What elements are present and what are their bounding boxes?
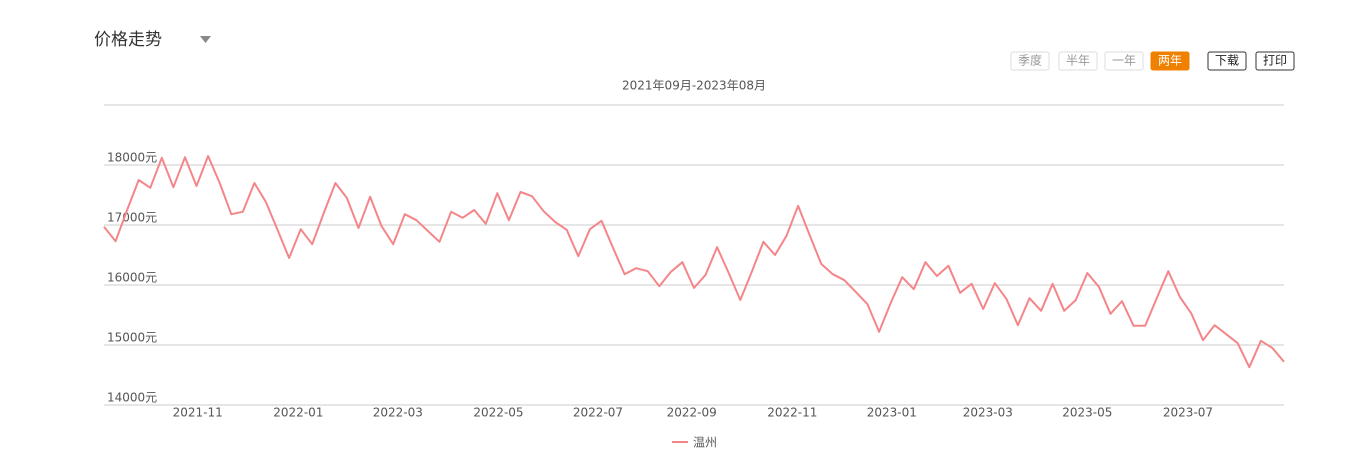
range-button[interactable] [1058, 51, 1098, 71]
series-line [103, 155, 1285, 369]
x-tick-label: 2023-07 [1163, 406, 1213, 420]
range-button-label[interactable]: 季度 [1018, 53, 1042, 68]
y-tick-label: 17000元 [107, 211, 157, 225]
x-tick-label: 2022-03 [373, 406, 423, 420]
dropdown-arrow[interactable] [200, 36, 211, 43]
action-button[interactable] [1255, 51, 1295, 71]
y-tick-label: 18000元 [107, 151, 157, 165]
action-button-label[interactable]: 打印 [1263, 54, 1287, 68]
range-button[interactable] [1010, 51, 1050, 71]
x-tick-label: 2022-05 [473, 406, 523, 420]
action-button[interactable] [1207, 51, 1247, 71]
range-button[interactable] [1104, 51, 1144, 71]
x-tick-label: 2022-11 [767, 406, 817, 420]
x-tick-label: 2023-05 [1062, 406, 1112, 420]
range-button-label[interactable]: 半年 [1066, 54, 1090, 68]
chart-title: 2021年09月-2023年08月 [622, 79, 766, 93]
x-tick-label: 2023-01 [867, 406, 917, 420]
x-tick-label: 2022-01 [273, 406, 323, 420]
range-button-label[interactable]: 一年 [1112, 54, 1136, 68]
x-tick-label: 2022-07 [573, 406, 623, 420]
x-tick-label: 2021-11 [173, 406, 223, 420]
x-tick-label: 2022-09 [667, 406, 717, 420]
range-button-label[interactable]: 两年 [1158, 54, 1182, 68]
y-tick-label: 16000元 [107, 271, 157, 285]
y-tick-label: 15000元 [107, 331, 157, 345]
legend-label: 温州 [693, 436, 717, 450]
x-tick-label: 2023-03 [963, 406, 1013, 420]
page-title: 价格走势 [94, 30, 162, 50]
y-tick-label: 14000元 [107, 391, 157, 405]
range-button[interactable] [1150, 51, 1190, 71]
action-button-label[interactable]: 下载 [1215, 54, 1239, 68]
